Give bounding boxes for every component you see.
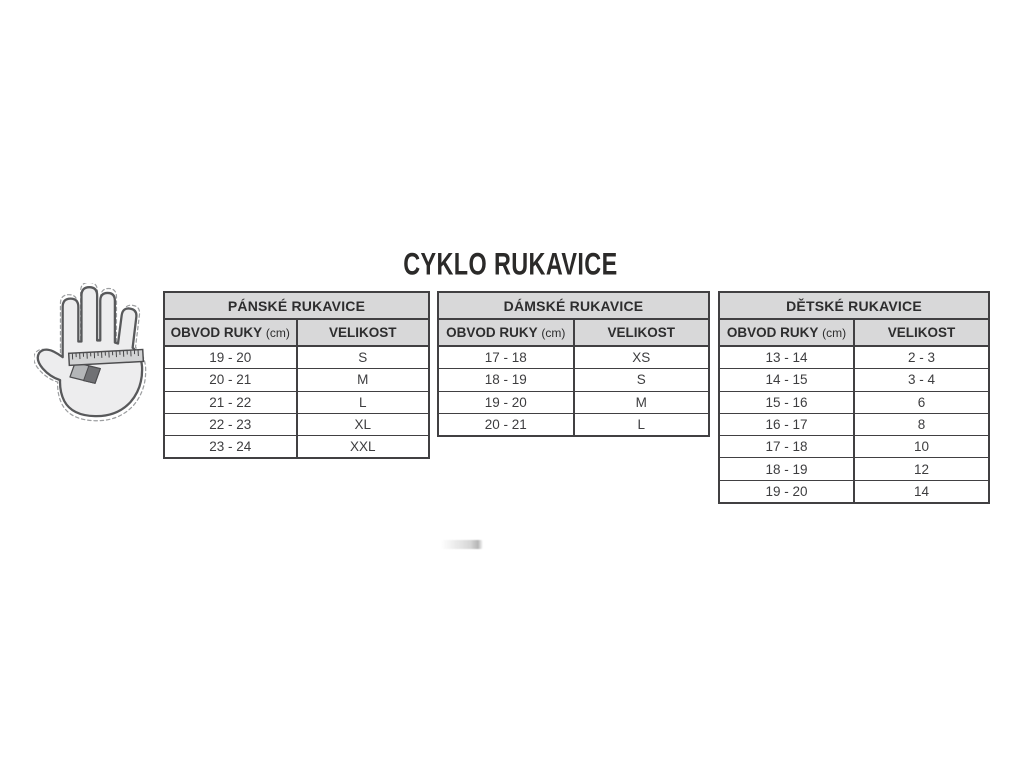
- table-row: 16 - 17 8: [719, 413, 989, 437]
- table-title-womens: DÁMSKÉ RUKAVICE: [438, 292, 709, 320]
- hand-with-measuring-tape-icon: [34, 283, 147, 422]
- size-cell: L: [572, 413, 709, 437]
- tape-flap: [69, 361, 101, 384]
- circumference-cell: 13 - 14: [719, 346, 854, 370]
- column-header-circumference: OBVOD RUKY (cm): [164, 319, 297, 347]
- column-header-size: VELIKOST: [853, 319, 989, 347]
- table-title-mens: PÁNSKÉ RUKAVICE: [164, 292, 429, 320]
- size-cell: 3 - 4: [853, 368, 989, 392]
- circumference-cell: 20 - 21: [438, 413, 574, 437]
- size-cell: XS: [572, 346, 709, 370]
- circumference-cell: 17 - 18: [719, 435, 854, 459]
- table-row: 15 - 16 6: [719, 391, 989, 414]
- table-row: 13 - 14 2 - 3: [719, 346, 989, 370]
- circumference-cell: 22 - 23: [164, 413, 297, 437]
- hand-dashed-outline: [34, 283, 147, 422]
- table-row: 23 - 24 XXL: [164, 435, 429, 459]
- circumference-cell: 17 - 18: [438, 346, 574, 370]
- circumference-cell: 19 - 20: [719, 480, 854, 504]
- table-row: 14 - 15 3 - 4: [719, 368, 989, 392]
- column-header-circumference: OBVOD RUKY (cm): [719, 319, 854, 347]
- size-cell: M: [295, 368, 429, 392]
- table-row: 18 - 19 12: [719, 457, 989, 481]
- table-row: 17 - 18 10: [719, 435, 989, 459]
- size-cell: 12: [853, 457, 989, 481]
- size-cell: XL: [295, 413, 429, 437]
- table-row: 20 - 21 M: [164, 368, 429, 392]
- size-cell: 10: [853, 435, 989, 459]
- table-row: 18 - 19 S: [438, 368, 709, 392]
- circumference-cell: 20 - 21: [164, 368, 297, 392]
- table-row: 17 - 18 XS: [438, 346, 709, 370]
- unit-label: (cm): [541, 326, 566, 340]
- size-cell: XXL: [295, 435, 429, 459]
- size-cell: 8: [853, 413, 989, 437]
- size-table-mens: PÁNSKÉ RUKAVICE OBVOD RUKY (cm) VELIKOST…: [163, 291, 430, 460]
- circumference-cell: 19 - 20: [164, 346, 297, 370]
- table-row: 22 - 23 XL: [164, 413, 429, 437]
- size-cell: S: [572, 368, 709, 392]
- size-cell: L: [295, 391, 429, 414]
- table-title-kids: DĚTSKÉ RUKAVICE: [719, 292, 989, 320]
- table-row: 19 - 20 M: [438, 391, 709, 414]
- circumference-cell: 23 - 24: [164, 435, 297, 459]
- size-table-kids: DĚTSKÉ RUKAVICE OBVOD RUKY (cm) VELIKOST…: [718, 291, 990, 505]
- faint-print-artifact: [441, 540, 483, 549]
- column-header-size: VELIKOST: [295, 319, 429, 347]
- size-cell: 6: [853, 391, 989, 414]
- circumference-cell: 21 - 22: [164, 391, 297, 414]
- circumference-cell: 15 - 16: [719, 391, 854, 414]
- table-row: 21 - 22 L: [164, 391, 429, 414]
- size-cell: S: [295, 346, 429, 370]
- circumference-cell: 14 - 15: [719, 368, 854, 392]
- circumference-cell: 16 - 17: [719, 413, 854, 437]
- circumference-cell: 19 - 20: [438, 391, 574, 414]
- column-header-size: VELIKOST: [572, 319, 709, 347]
- size-cell: 2 - 3: [853, 346, 989, 370]
- size-table-womens: DÁMSKÉ RUKAVICE OBVOD RUKY (cm) VELIKOST…: [437, 291, 710, 438]
- unit-label: (cm): [822, 326, 847, 340]
- size-cell: M: [572, 391, 709, 414]
- page-title: CYKLO RUKAVICE: [0, 247, 1020, 282]
- table-row: 19 - 20 S: [164, 346, 429, 370]
- circumference-cell: 18 - 19: [719, 457, 854, 481]
- table-row: 19 - 20 14: [719, 480, 989, 504]
- page-title-text: CYKLO RUKAVICE: [402, 247, 618, 282]
- table-row: 20 - 21 L: [438, 413, 709, 437]
- unit-label: (cm): [265, 326, 290, 340]
- circumference-cell: 18 - 19: [438, 368, 574, 392]
- size-cell: 14: [853, 480, 989, 504]
- column-header-circumference: OBVOD RUKY (cm): [438, 319, 574, 347]
- ruler-band: [67, 348, 145, 367]
